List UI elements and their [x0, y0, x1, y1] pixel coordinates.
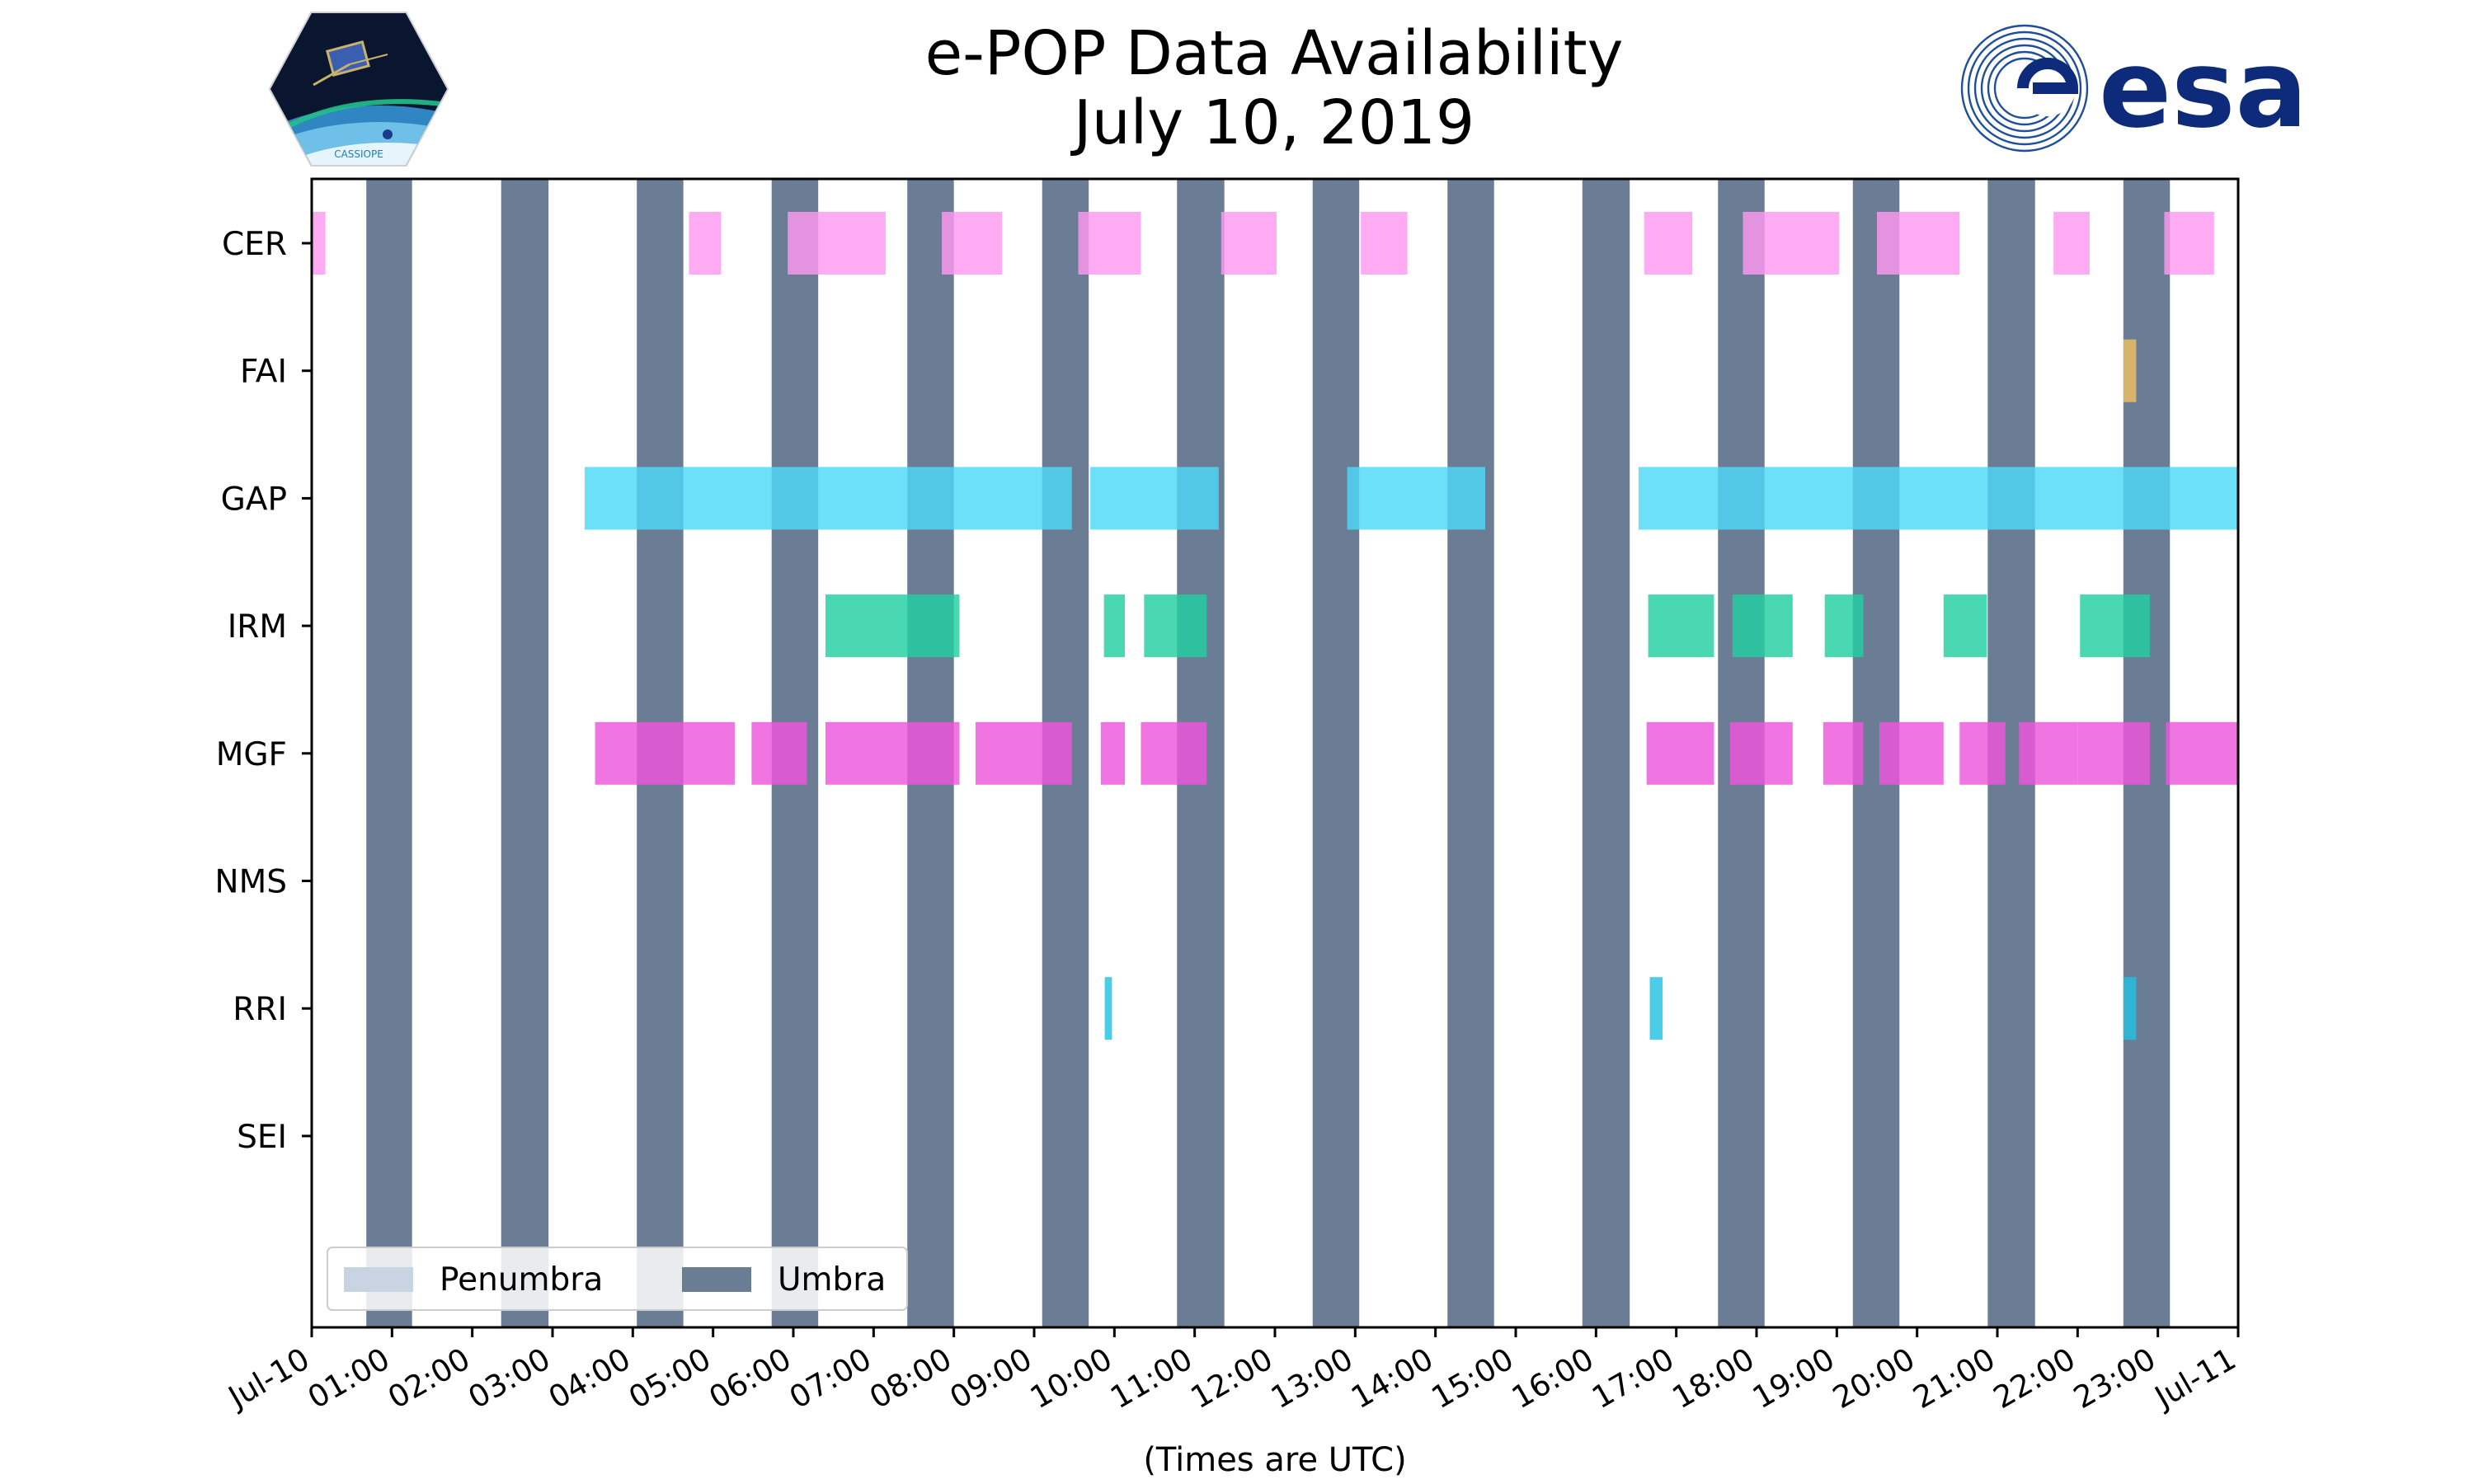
- bar-rri: [1649, 977, 1663, 1040]
- bar-irm: [825, 594, 960, 658]
- bar-cer: [1221, 212, 1277, 275]
- umbra-band: [1447, 179, 1494, 1327]
- bar-rri: [1104, 977, 1112, 1040]
- x-tick-label: 17:00: [1586, 1341, 1680, 1416]
- bar-mgf: [975, 721, 1072, 785]
- x-tick-label: 23:00: [2067, 1341, 2161, 1416]
- x-tick-label: 18:00: [1667, 1341, 1761, 1416]
- x-axis-label: (Times are UTC): [1143, 1441, 1406, 1479]
- chart-subtitle: July 10, 2019: [1073, 87, 1475, 158]
- bar-irm: [1943, 594, 1987, 658]
- bar-mgf: [825, 721, 960, 785]
- esa-logo: esa: [1960, 24, 2307, 153]
- x-tick-label: 20:00: [1827, 1341, 1921, 1416]
- bar-cer: [1743, 212, 1840, 275]
- cassiope-logo: CASSIOPE: [268, 12, 449, 167]
- x-tick-label: Jul-11: [2147, 1341, 2241, 1416]
- bar-mgf: [2019, 721, 2078, 785]
- y-tick-label: MGF: [216, 736, 287, 773]
- x-tick-label: 05:00: [623, 1341, 717, 1416]
- cassiope-logo-text: CASSIOPE: [334, 148, 383, 160]
- legend-swatch-penumbra: [344, 1267, 413, 1292]
- bar-mgf: [2077, 721, 2150, 785]
- bar-cer: [788, 212, 886, 275]
- x-tick-label: 07:00: [783, 1341, 877, 1416]
- bar-mgf: [1646, 721, 1714, 785]
- bar-mgf: [1141, 721, 1207, 785]
- bar-mgf: [595, 721, 735, 785]
- x-tick-label: 21:00: [1907, 1341, 2001, 1416]
- x-tick-label: 10:00: [1024, 1341, 1118, 1416]
- legend-label-umbra: Umbra: [778, 1261, 886, 1298]
- bars-layer: [312, 212, 2238, 1040]
- x-tick-label: 04:00: [543, 1341, 637, 1416]
- esa-logo-text: esa: [2099, 26, 2307, 152]
- y-tick-label: NMS: [214, 864, 287, 901]
- legend-label-penumbra: Penumbra: [440, 1261, 603, 1298]
- x-axis: Jul-1001:0002:0003:0004:0005:0006:0007:0…: [221, 1327, 2242, 1416]
- y-tick-label: SEI: [237, 1119, 287, 1156]
- x-tick-label: 06:00: [703, 1341, 797, 1416]
- bar-mgf: [1729, 721, 1793, 785]
- bar-cer: [2053, 212, 2090, 275]
- x-tick-label: 15:00: [1426, 1341, 1520, 1416]
- y-tick-label: FAI: [240, 354, 287, 391]
- x-tick-label: 08:00: [863, 1341, 957, 1416]
- bar-mgf: [751, 721, 807, 785]
- legend: Penumbra Umbra: [327, 1247, 908, 1311]
- x-tick-label: 11:00: [1104, 1341, 1198, 1416]
- x-tick-label: 13:00: [1265, 1341, 1359, 1416]
- bar-cer: [942, 212, 1003, 275]
- bar-irm: [1824, 594, 1864, 658]
- x-tick-label: 01:00: [302, 1341, 396, 1416]
- x-tick-label: 16:00: [1506, 1341, 1600, 1416]
- bar-mgf: [2166, 721, 2238, 785]
- bar-mgf: [1100, 721, 1125, 785]
- bar-mgf: [1823, 721, 1864, 785]
- y-tick-label: IRM: [228, 608, 287, 646]
- bar-irm: [1648, 594, 1714, 658]
- umbra-band: [501, 179, 549, 1327]
- bar-cer: [1644, 212, 1693, 275]
- x-tick-label: 19:00: [1747, 1341, 1841, 1416]
- bar-rri: [2123, 977, 2137, 1040]
- y-tick-label: RRI: [233, 991, 287, 1028]
- x-tick-label: 22:00: [1987, 1341, 2081, 1416]
- bar-irm: [2080, 594, 2150, 658]
- x-tick-label: 14:00: [1345, 1341, 1439, 1416]
- bar-mgf: [1959, 721, 2006, 785]
- umbra-band: [366, 179, 412, 1327]
- bar-cer: [1361, 212, 1408, 275]
- bar-cer: [1078, 212, 1141, 275]
- bar-fai: [2123, 339, 2137, 402]
- y-tick-label: CER: [222, 226, 287, 263]
- y-axis: CER FAI GAP IRM MGF NMS RRI SEI: [214, 226, 312, 1156]
- bar-cer: [689, 212, 722, 275]
- x-tick-label: 03:00: [463, 1341, 557, 1416]
- bar-gap: [1090, 467, 1219, 530]
- x-tick-label: 09:00: [944, 1341, 1038, 1416]
- chart-title: e-POP Data Availability: [924, 18, 1624, 89]
- legend-box: [327, 1247, 908, 1311]
- bar-gap: [1347, 467, 1486, 530]
- bar-cer: [2164, 212, 2214, 275]
- bar-irm: [1732, 594, 1793, 658]
- x-tick-label: Jul-10: [221, 1341, 315, 1416]
- umbra-band: [1582, 179, 1630, 1327]
- bar-cer: [312, 212, 326, 275]
- umbra-band: [1312, 179, 1360, 1327]
- legend-swatch-umbra: [682, 1267, 751, 1292]
- bar-irm: [1103, 594, 1125, 658]
- bar-gap: [1638, 467, 2238, 530]
- x-tick-label: 12:00: [1185, 1341, 1279, 1416]
- y-tick-label: GAP: [221, 481, 287, 518]
- bar-mgf: [1879, 721, 1944, 785]
- x-tick-label: 02:00: [382, 1341, 476, 1416]
- bar-cer: [1877, 212, 1960, 275]
- bar-gap: [584, 467, 1072, 530]
- bar-irm: [1144, 594, 1207, 658]
